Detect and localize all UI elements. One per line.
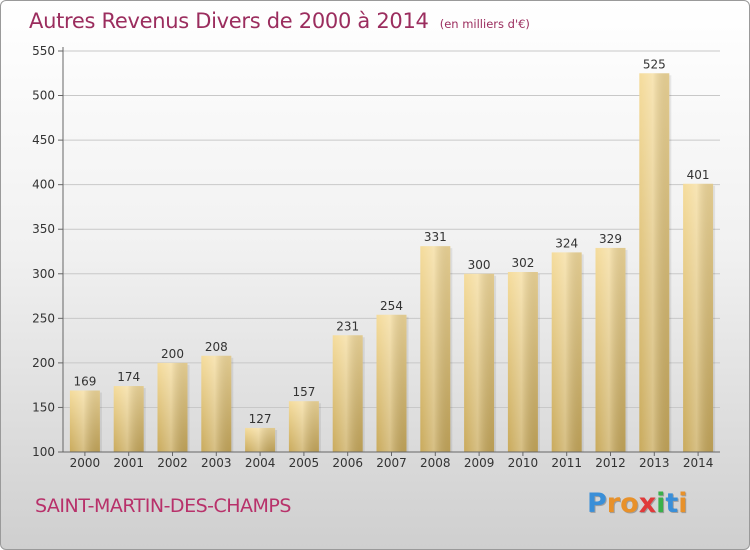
- bar-highlight: [113, 386, 144, 452]
- logo-letter: i: [656, 488, 666, 519]
- data-label: 401: [687, 168, 710, 182]
- commune-name: SAINT-MARTIN-DES-CHAMPS: [35, 495, 291, 517]
- data-label: 208: [205, 340, 228, 354]
- x-tick-label: 2010: [508, 456, 539, 470]
- logo-letter: i: [678, 488, 688, 519]
- bar-highlight: [420, 246, 451, 452]
- x-tick-label: 2007: [376, 456, 407, 470]
- bar-highlight: [551, 252, 582, 452]
- bar-highlight: [332, 335, 363, 452]
- data-label: 302: [511, 256, 534, 270]
- data-label: 254: [380, 299, 403, 313]
- bars: [69, 73, 716, 453]
- bar-highlight: [376, 314, 407, 452]
- x-tick-label: 2006: [332, 456, 363, 470]
- bar-highlight: [683, 183, 714, 452]
- bar-highlight: [245, 427, 276, 452]
- y-tick-label: 150: [32, 400, 55, 414]
- x-tick-label: 2012: [595, 456, 626, 470]
- x-tick-label: 2008: [420, 456, 451, 470]
- data-label: 157: [292, 385, 315, 399]
- logo-letter: t: [665, 488, 679, 519]
- x-tick-label: 2014: [683, 456, 714, 470]
- bar-highlight: [507, 271, 538, 452]
- chart-title: Autres Revenus Divers de 2000 à 2014: [29, 9, 429, 33]
- y-tick-label: 250: [32, 311, 55, 325]
- axes: 100 150 200 250 300 350 400 450 500 550 169 2000 174…: [32, 44, 720, 470]
- data-label: 525: [643, 57, 666, 71]
- bar-highlight: [201, 355, 232, 452]
- data-label: 331: [424, 230, 447, 244]
- chart-unit: (en milliers d'€): [439, 17, 530, 31]
- bar-highlight: [288, 401, 319, 452]
- y-tick-label: 400: [32, 178, 55, 192]
- y-tick-label: 200: [32, 356, 55, 370]
- data-label: 174: [117, 370, 140, 384]
- title-row: Autres Revenus Divers de 2000 à 2014 (en…: [29, 9, 530, 33]
- data-label: 200: [161, 347, 184, 361]
- y-tick-label: 450: [32, 133, 55, 147]
- x-tick-label: 2003: [201, 456, 232, 470]
- logo-letter: P: [587, 488, 607, 519]
- y-tick-label: 550: [32, 44, 55, 58]
- y-tick-label: 100: [32, 445, 55, 459]
- logo-letter: x: [638, 488, 657, 519]
- logo-letter: o: [620, 488, 639, 519]
- x-tick-label: 2000: [70, 456, 101, 470]
- data-label: 300: [468, 258, 491, 272]
- x-tick-label: 2004: [245, 456, 276, 470]
- x-tick-label: 2013: [639, 456, 670, 470]
- x-tick-label: 2002: [157, 456, 188, 470]
- data-label: 127: [249, 412, 272, 426]
- y-tick-label: 350: [32, 222, 55, 236]
- x-tick-label: 2011: [551, 456, 582, 470]
- y-tick-label: 500: [32, 89, 55, 103]
- data-label: 169: [73, 375, 96, 389]
- logo-letter: r: [606, 488, 621, 519]
- data-label: 324: [555, 236, 578, 250]
- x-tick-label: 2005: [289, 456, 320, 470]
- bar-highlight: [157, 362, 188, 452]
- proxiti-logo: Proxiti: [587, 488, 688, 519]
- data-label: 329: [599, 232, 622, 246]
- bar-highlight: [639, 73, 670, 453]
- y-tick-label: 300: [32, 267, 55, 281]
- bar-highlight: [595, 247, 626, 452]
- x-tick-label: 2009: [464, 456, 495, 470]
- bar-highlight: [69, 390, 100, 452]
- data-label: 231: [336, 319, 359, 333]
- bar-highlight: [464, 273, 495, 452]
- x-tick-label: 2001: [113, 456, 144, 470]
